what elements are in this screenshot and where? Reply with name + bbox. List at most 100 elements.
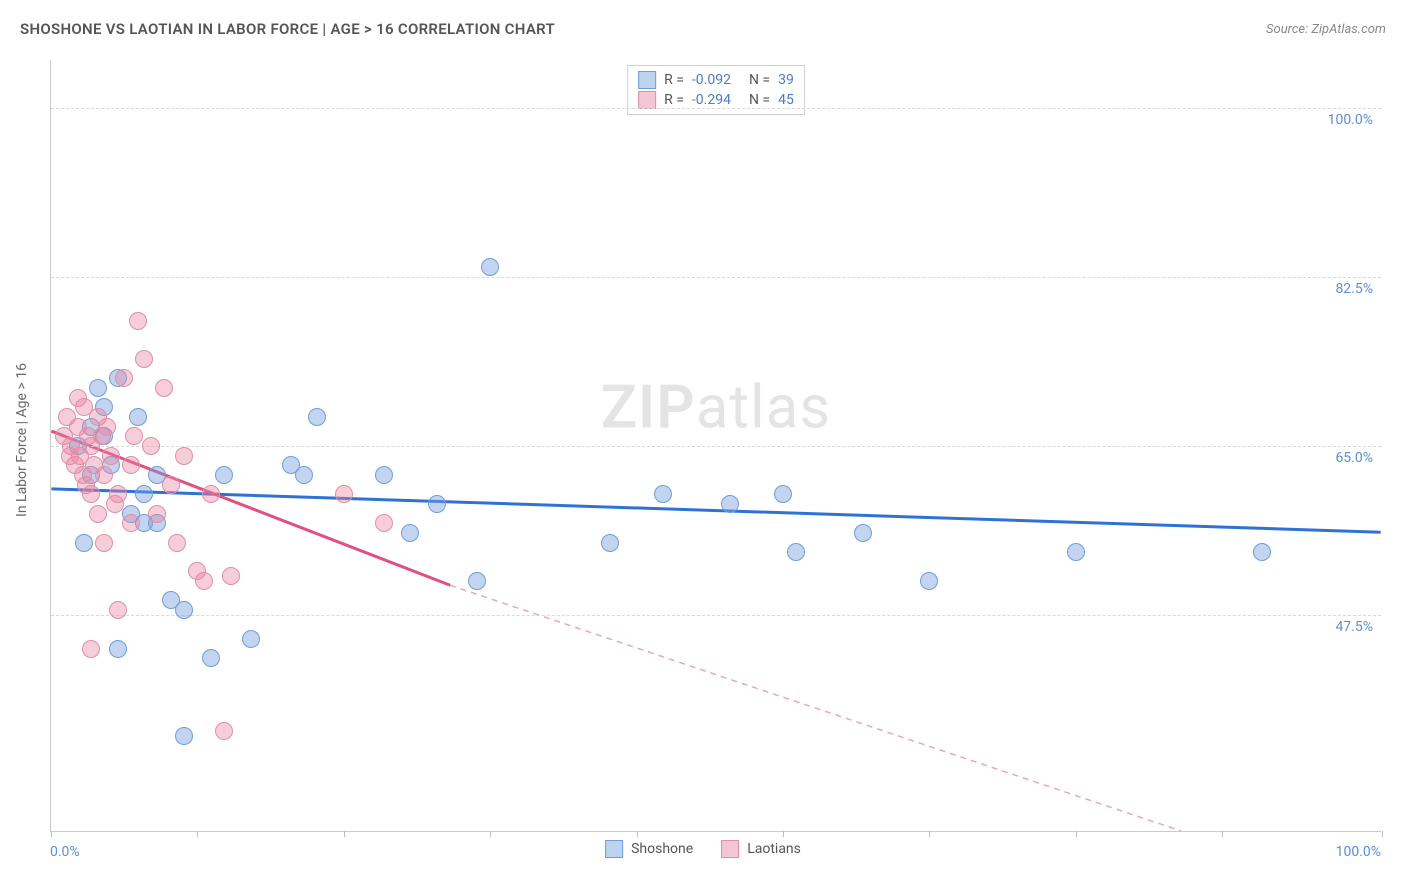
legend-n-val-2: 45: [778, 92, 794, 108]
scatter-point-laotians: [135, 350, 153, 368]
scatter-point-shoshone: [175, 601, 193, 619]
scatter-point-laotians: [142, 437, 160, 455]
scatter-point-laotians: [155, 379, 173, 397]
gridline: [51, 108, 1381, 109]
scatter-point-laotians: [162, 476, 180, 494]
scatter-point-laotians: [77, 476, 95, 494]
scatter-point-shoshone: [202, 649, 220, 667]
x-tick: [783, 831, 784, 837]
scatter-point-shoshone: [774, 485, 792, 503]
y-tick-label: 65.0%: [1335, 450, 1373, 466]
trend-line: [51, 489, 1380, 532]
scatter-point-shoshone: [601, 534, 619, 552]
scatter-point-shoshone: [854, 524, 872, 542]
scatter-point-laotians: [168, 534, 186, 552]
scatter-point-laotians: [106, 495, 124, 513]
legend-r-label-1: R =: [664, 72, 684, 88]
x-tick: [1382, 831, 1383, 837]
scatter-point-laotians: [102, 447, 120, 465]
legend-label-shoshone: Shoshone: [631, 841, 693, 857]
y-tick-label: 82.5%: [1335, 281, 1373, 297]
scatter-point-laotians: [202, 485, 220, 503]
watermark: ZIPatlas: [601, 371, 832, 442]
scatter-point-shoshone: [428, 495, 446, 513]
scatter-point-laotians: [115, 369, 133, 387]
scatter-point-laotians: [148, 505, 166, 523]
legend-item-shoshone: Shoshone: [605, 840, 693, 858]
x-tick: [197, 831, 198, 837]
gridline: [51, 277, 1381, 278]
scatter-point-laotians: [195, 572, 213, 590]
legend-top-row-2: R = -0.294 N = 45: [638, 90, 794, 110]
scatter-point-shoshone: [721, 495, 739, 513]
plot-area: ZIPatlas R = -0.092 N = 39 R = -0.294 N …: [50, 60, 1381, 832]
x-tick: [1076, 831, 1077, 837]
scatter-point-shoshone: [481, 258, 499, 276]
y-tick-label: 100.0%: [1328, 112, 1373, 128]
scatter-point-laotians: [375, 514, 393, 532]
scatter-point-laotians: [222, 567, 240, 585]
scatter-point-shoshone: [1067, 543, 1085, 561]
scatter-point-laotians: [335, 485, 353, 503]
scatter-point-shoshone: [295, 466, 313, 484]
scatter-point-shoshone: [215, 466, 233, 484]
scatter-point-shoshone: [175, 727, 193, 745]
scatter-point-laotians: [215, 722, 233, 740]
x-tick: [344, 831, 345, 837]
scatter-point-laotians: [95, 534, 113, 552]
scatter-point-laotians: [175, 447, 193, 465]
x-tick: [929, 831, 930, 837]
scatter-point-shoshone: [75, 534, 93, 552]
legend-bottom: Shoshone Laotians: [605, 840, 801, 858]
gridline: [51, 615, 1381, 616]
scatter-point-shoshone: [401, 524, 419, 542]
legend-top-row-1: R = -0.092 N = 39: [638, 70, 794, 90]
legend-r-label-2: R =: [664, 92, 684, 108]
scatter-point-shoshone: [920, 572, 938, 590]
y-tick-label: 47.5%: [1335, 619, 1373, 635]
legend-n-label-2: N =: [749, 92, 770, 108]
x-tick: [637, 831, 638, 837]
gridline: [51, 446, 1381, 447]
scatter-point-laotians: [82, 640, 100, 658]
scatter-point-shoshone: [375, 466, 393, 484]
x-axis-max-label: 100.0%: [1336, 844, 1381, 860]
chart-source: Source: ZipAtlas.com: [1266, 22, 1386, 37]
x-tick: [51, 831, 52, 837]
scatter-point-laotians: [122, 456, 140, 474]
scatter-point-laotians: [61, 447, 79, 465]
legend-swatch-pink-icon: [721, 840, 739, 858]
chart-title: SHOSHONE VS LAOTIAN IN LABOR FORCE | AGE…: [20, 20, 555, 38]
scatter-point-shoshone: [468, 572, 486, 590]
legend-n-val-1: 39: [778, 72, 794, 88]
scatter-point-shoshone: [654, 485, 672, 503]
scatter-point-shoshone: [1253, 543, 1271, 561]
watermark-bold: ZIP: [601, 371, 696, 442]
x-axis-min-label: 0.0%: [50, 844, 80, 860]
legend-swatch-pink: [638, 91, 656, 109]
scatter-point-shoshone: [89, 379, 107, 397]
scatter-point-laotians: [122, 514, 140, 532]
legend-item-laotians: Laotians: [721, 840, 801, 858]
x-tick: [490, 831, 491, 837]
scatter-point-laotians: [95, 466, 113, 484]
scatter-point-laotians: [98, 418, 116, 436]
scatter-point-shoshone: [242, 630, 260, 648]
scatter-point-laotians: [109, 601, 127, 619]
scatter-point-laotians: [89, 505, 107, 523]
scatter-point-shoshone: [787, 543, 805, 561]
chart-header: SHOSHONE VS LAOTIAN IN LABOR FORCE | AGE…: [20, 20, 1386, 38]
scatter-point-shoshone: [135, 485, 153, 503]
scatter-point-laotians: [129, 312, 147, 330]
legend-n-label-1: N =: [749, 72, 770, 88]
trend-line: [450, 585, 1181, 831]
legend-swatch-blue-icon: [605, 840, 623, 858]
x-tick: [1222, 831, 1223, 837]
scatter-point-laotians: [125, 427, 143, 445]
legend-swatch-blue: [638, 71, 656, 89]
legend-r-val-1: -0.092: [692, 72, 731, 88]
y-axis-title: In Labor Force | Age > 16: [14, 363, 30, 517]
watermark-rest: atlas: [696, 371, 831, 442]
scatter-point-shoshone: [129, 408, 147, 426]
scatter-point-shoshone: [308, 408, 326, 426]
